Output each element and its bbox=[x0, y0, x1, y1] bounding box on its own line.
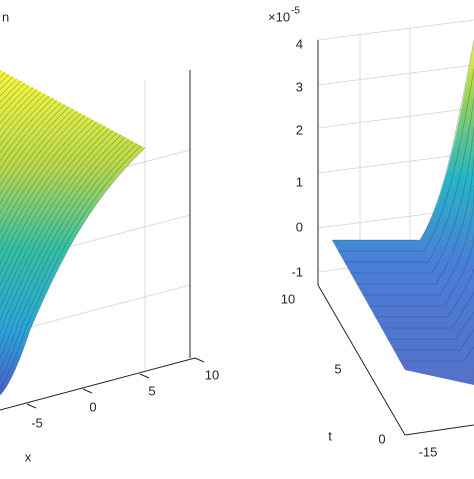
left-title: n bbox=[2, 9, 9, 24]
z-tick-label: 2 bbox=[296, 122, 303, 137]
x-tick-label: 0 bbox=[89, 399, 96, 414]
t-axis-label: t bbox=[328, 428, 332, 443]
x-tick-label: 5 bbox=[148, 383, 155, 398]
t-tick-label: 10 bbox=[281, 291, 295, 306]
z-tick-label: 1 bbox=[296, 174, 303, 189]
x-axis-label: x bbox=[25, 449, 32, 464]
t-tick-label: 5 bbox=[334, 361, 341, 376]
t-tick-label: 0 bbox=[378, 431, 385, 446]
z-exponent: -5 bbox=[291, 6, 300, 17]
x-tick-label: 10 bbox=[205, 367, 219, 382]
right-surface bbox=[332, 40, 474, 385]
z-tick-label: 0 bbox=[296, 219, 303, 234]
z-tick-label: 4 bbox=[296, 36, 303, 51]
x-tick-label: -5 bbox=[31, 415, 43, 430]
z-tick-label: -1 bbox=[291, 264, 303, 279]
z-tick-label: 3 bbox=[296, 79, 303, 94]
z-multiplier: ×10 bbox=[268, 9, 290, 24]
x-tick-label: -15 bbox=[419, 444, 438, 459]
